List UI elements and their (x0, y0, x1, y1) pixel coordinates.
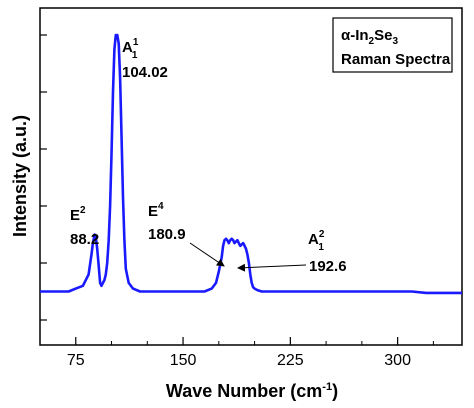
x-ticks: 75 150 225 300 (39, 337, 434, 369)
plot-frame (39, 7, 463, 346)
annotation-e2: E2 88.2 (70, 205, 99, 248)
annotation-e4-value: 180.9 (148, 226, 186, 243)
legend-line1: α-In2Se3 (341, 27, 398, 47)
y-axis-title: Intensity (a.u.) (10, 115, 30, 237)
annotation-a1-2: A2 1 192.6 (308, 229, 347, 275)
svg-text:E4: E4 (148, 201, 164, 220)
svg-text:A21: A2 1 (308, 229, 325, 253)
arrow-a1-2 (237, 263, 307, 272)
svg-text:A11: A1 1 (122, 37, 139, 61)
svg-text:E2: E2 (70, 205, 86, 224)
legend-line2: Raman Spectra (341, 51, 451, 68)
x-axis-title: Wave Number (cm-1) (166, 381, 338, 401)
raman-spectrum-line (40, 33, 462, 295)
legend-box: α-In2Se3 Raman Spectra (332, 17, 453, 73)
y-ticks (40, 34, 47, 321)
annotation-e4: E4 180.9 (148, 201, 186, 243)
annotation-a1-1: A1 1 104.02 (122, 37, 168, 81)
x-tick-label-300: 300 (384, 352, 411, 369)
x-tick-label-150: 150 (170, 352, 197, 369)
x-tick-label-75: 75 (67, 352, 85, 369)
arrow-e4 (189, 242, 225, 267)
x-tick-label-225: 225 (277, 352, 304, 369)
annotation-a1-1-value: 104.02 (122, 64, 168, 81)
annotation-a1-2-value: 192.6 (309, 258, 347, 275)
annotation-e2-value: 88.2 (70, 231, 99, 248)
